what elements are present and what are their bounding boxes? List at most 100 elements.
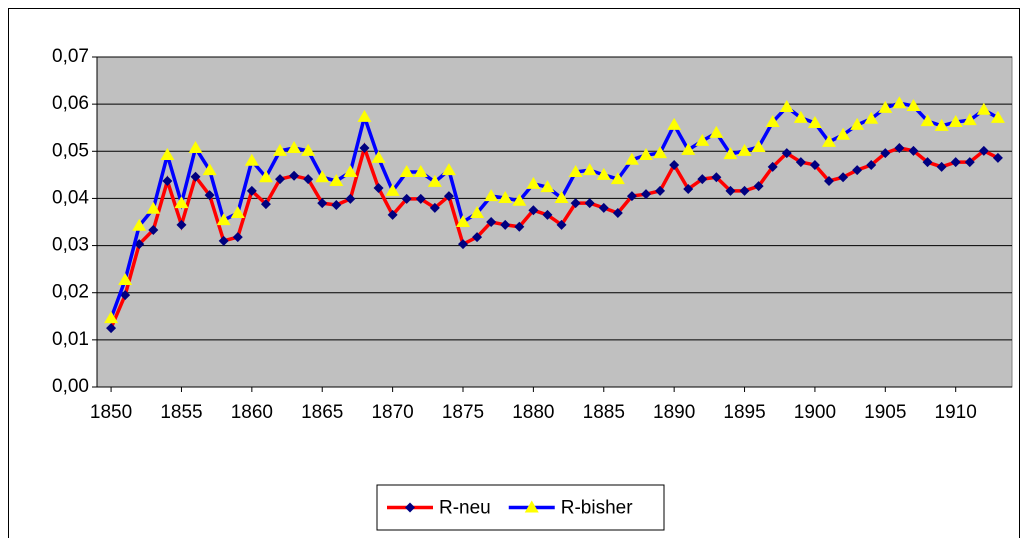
data-point	[711, 172, 722, 183]
data-point	[472, 232, 483, 243]
data-point	[653, 146, 668, 159]
data-point	[542, 209, 553, 220]
data-point	[850, 117, 865, 130]
data-point	[906, 99, 921, 112]
data-point	[598, 202, 609, 213]
x-tick-label: 1860	[231, 402, 273, 423]
data-point	[118, 272, 133, 285]
data-point	[610, 172, 625, 185]
x-tick-label: 1900	[794, 402, 836, 423]
data-point	[260, 199, 271, 210]
data-point	[934, 118, 949, 131]
data-point	[148, 225, 159, 236]
data-point	[739, 185, 750, 196]
data-point	[120, 290, 131, 301]
data-point	[244, 153, 259, 166]
data-point	[584, 198, 595, 209]
data-point	[343, 165, 358, 178]
y-tick-label: 0,03	[52, 235, 89, 256]
data-point	[329, 173, 344, 186]
legend-label: R-bisher	[561, 498, 633, 519]
data-point	[486, 217, 497, 227]
data-point	[174, 196, 189, 209]
y-tick-label: 0,00	[52, 376, 89, 397]
data-point	[992, 152, 1003, 163]
data-point	[570, 198, 581, 209]
data-point	[894, 142, 905, 153]
data-point	[104, 311, 119, 324]
data-point	[822, 134, 836, 147]
data-point	[793, 110, 808, 123]
data-point	[709, 125, 724, 138]
legend-label: R-neu	[439, 498, 491, 519]
x-tick-label: 1855	[160, 402, 202, 423]
data-point	[413, 165, 428, 178]
data-point	[427, 174, 442, 187]
data-point	[315, 170, 330, 183]
data-point	[667, 117, 682, 130]
data-point	[765, 115, 780, 128]
data-point	[345, 193, 356, 204]
data-point	[809, 159, 820, 170]
data-point	[582, 163, 597, 176]
data-point	[892, 96, 907, 109]
data-point	[737, 143, 752, 156]
data-point	[470, 206, 485, 219]
data-point	[190, 171, 201, 182]
data-point	[246, 185, 257, 196]
data-point	[976, 102, 991, 115]
data-point	[132, 218, 147, 231]
data-point	[204, 190, 215, 201]
data-point	[162, 175, 173, 186]
data-point	[415, 193, 426, 204]
data-point	[612, 208, 623, 219]
data-point	[751, 140, 766, 153]
data-point	[948, 115, 963, 128]
x-tick-label: 1905	[864, 402, 906, 423]
data-point	[218, 235, 229, 246]
data-point	[681, 142, 696, 155]
y-tick-label: 0,06	[52, 93, 89, 114]
x-tick-label: 1885	[583, 402, 625, 423]
data-point	[866, 159, 877, 170]
data-point	[512, 193, 527, 206]
data-point	[359, 142, 370, 153]
x-tick-label: 1895	[723, 402, 765, 423]
y-tick-label: 0,04	[52, 187, 89, 208]
data-point	[683, 184, 694, 194]
data-point	[779, 99, 794, 112]
data-point	[387, 209, 398, 220]
x-tick-label: 1875	[442, 402, 484, 423]
data-point	[373, 183, 384, 194]
data-point	[990, 110, 1005, 123]
data-point	[216, 213, 231, 226]
data-point	[331, 200, 342, 211]
legend-marker	[524, 500, 539, 513]
series-line	[109, 101, 999, 319]
data-point	[624, 152, 639, 165]
data-point	[908, 145, 919, 156]
data-point	[273, 143, 287, 156]
data-point	[317, 198, 328, 209]
data-point	[554, 190, 569, 203]
data-point	[303, 174, 314, 185]
data-point	[540, 180, 555, 193]
data-point	[781, 148, 792, 159]
data-point	[950, 157, 961, 168]
data-point	[232, 232, 243, 243]
data-point	[568, 165, 583, 178]
x-tick-label: 1850	[90, 402, 132, 423]
data-point	[836, 127, 851, 140]
data-point	[978, 145, 989, 156]
data-point	[626, 191, 637, 202]
data-point	[458, 239, 468, 250]
data-point	[878, 100, 893, 113]
data-point	[385, 183, 400, 196]
data-point	[202, 163, 217, 176]
y-tick-label: 0,02	[52, 282, 89, 303]
data-point	[697, 174, 708, 185]
x-tick-label: 1910	[935, 402, 977, 423]
data-point	[188, 140, 203, 153]
data-point	[456, 215, 470, 227]
